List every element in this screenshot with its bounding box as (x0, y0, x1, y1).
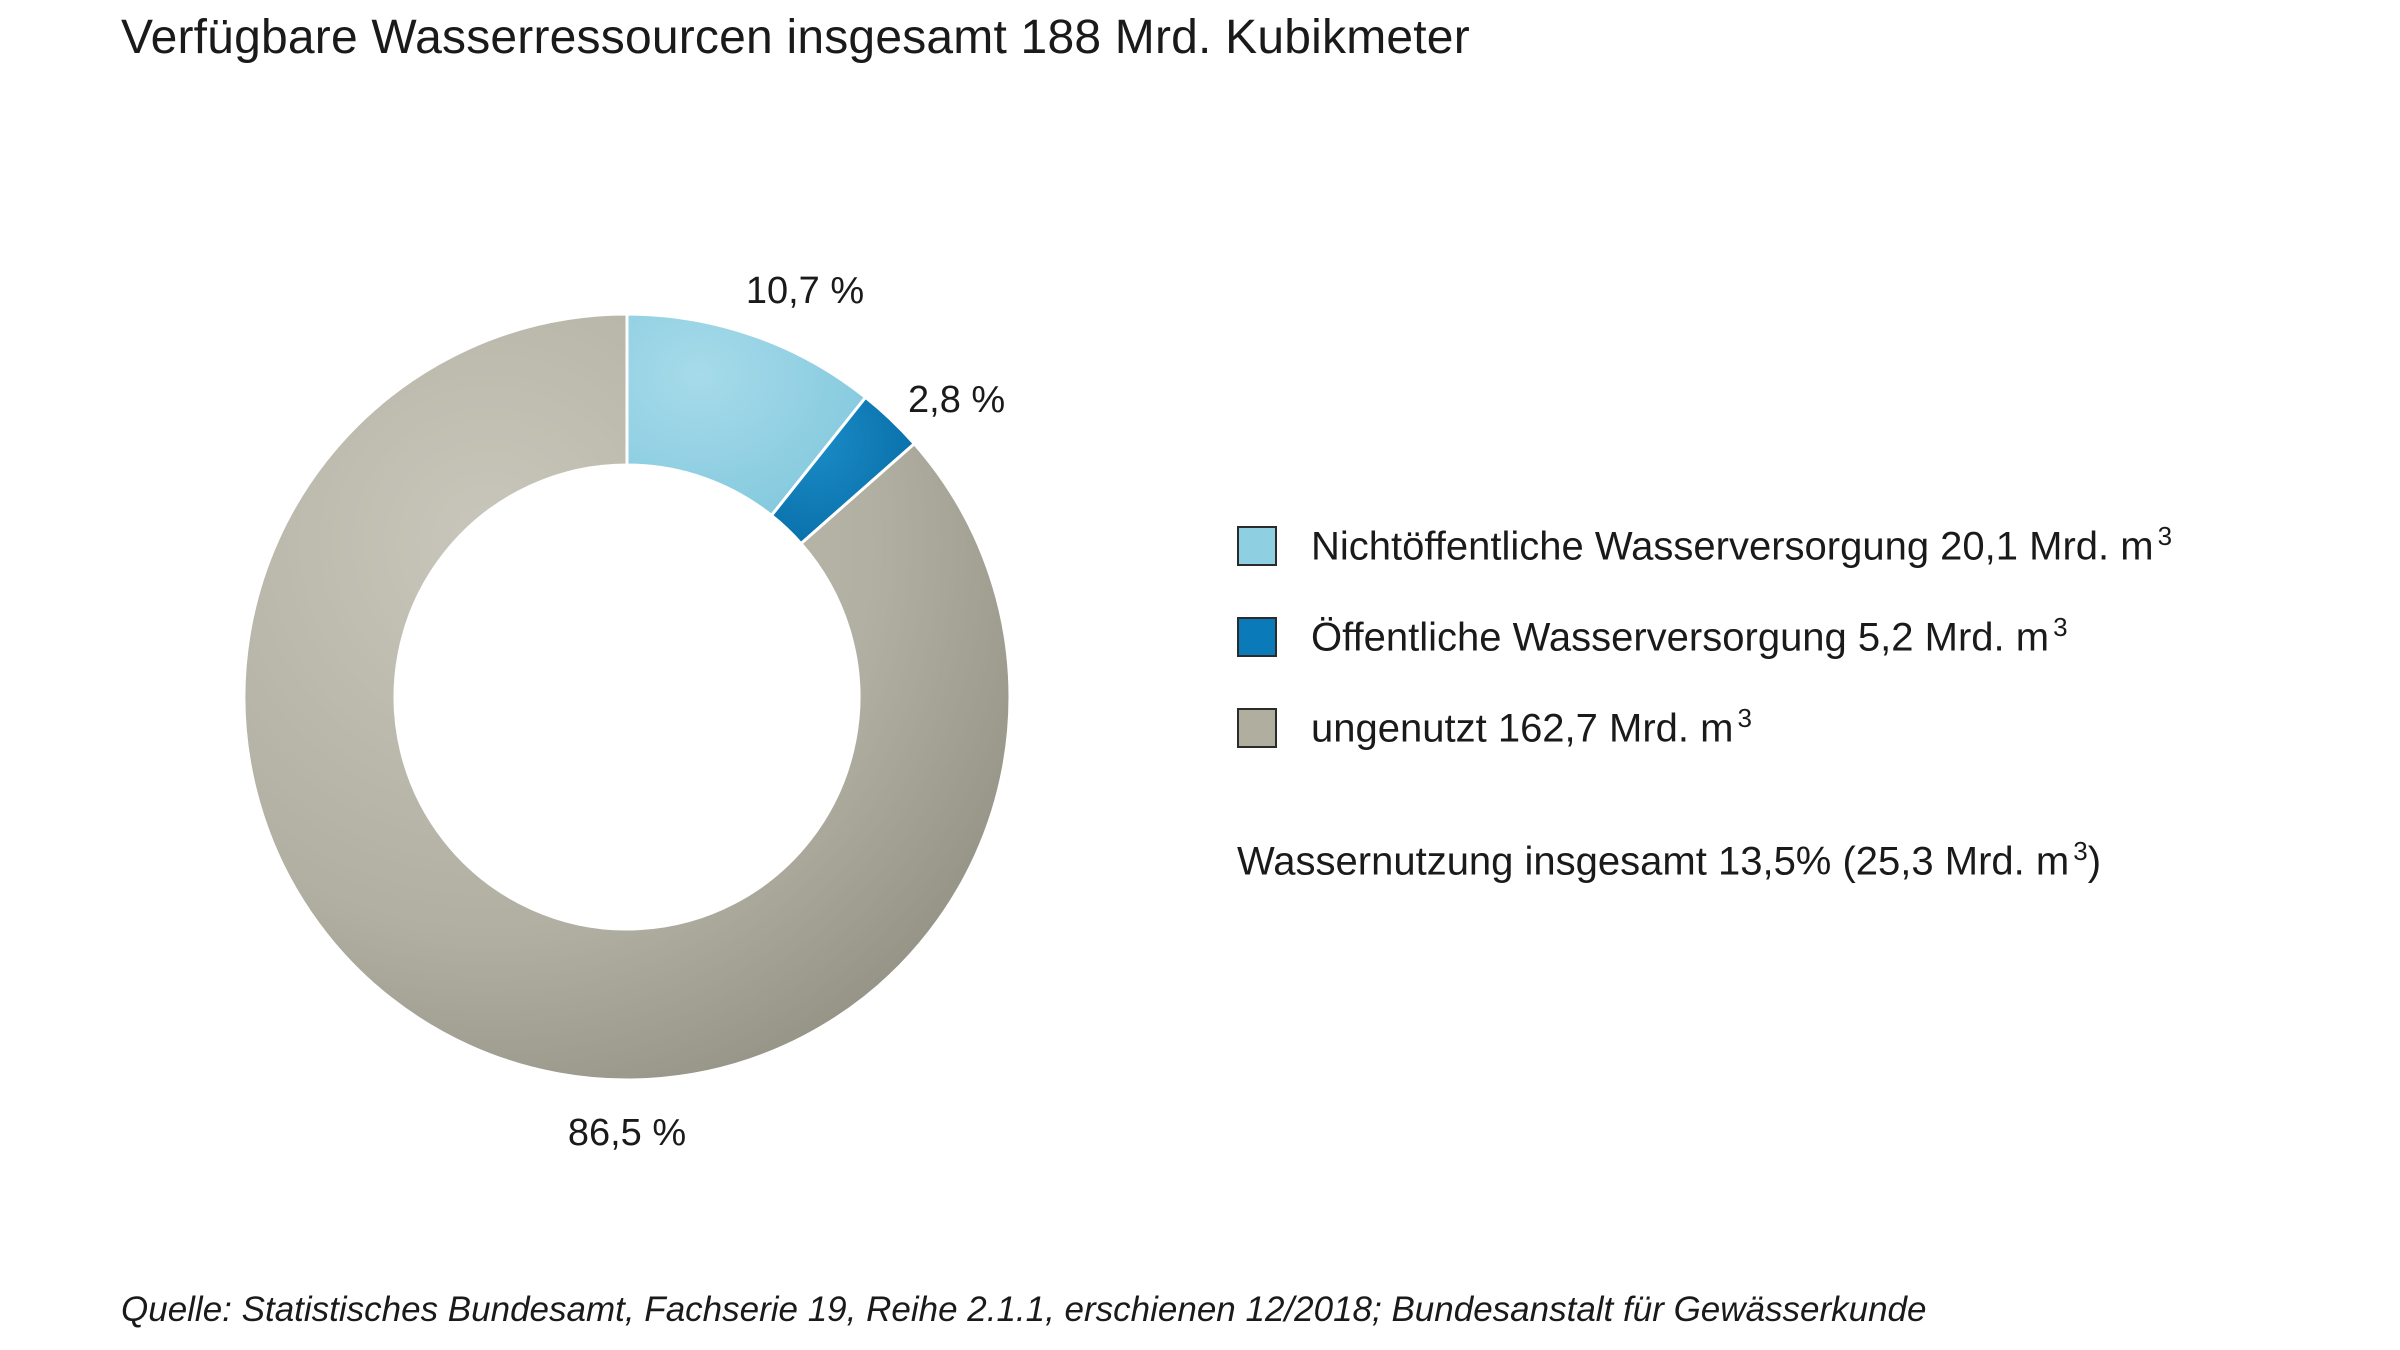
total-usage-note: Wassernutzung insgesamt 13,5% (25,3 Mrd.… (1237, 836, 2101, 884)
legend-item-nichtoeffentlich: Nichtöffentliche Wasserversorgung 20,1 M… (1237, 500, 2172, 591)
total-usage-superscript: 3 (2073, 836, 2088, 866)
legend-unit-superscript: 3 (1737, 703, 1752, 734)
donut-slices (242, 312, 1012, 1082)
legend-unit-superscript: 3 (2053, 612, 2068, 643)
legend-label-nichtoeffentlich: Nichtöffentliche Wasserversorgung 20,1 M… (1311, 521, 2172, 569)
slice-label-oeffentlich: 2,8 % (908, 379, 1005, 421)
legend-label-text: Nichtöffentliche Wasserversorgung 20,1 M… (1311, 524, 2154, 569)
legend-label-text: ungenutzt 162,7 Mrd. m (1311, 706, 1734, 751)
legend-swatch-ungenutzt (1237, 707, 1277, 748)
source-note: Quelle: Statistisches Bundesamt, Fachser… (121, 1290, 1927, 1329)
total-usage-closing: ) (2087, 839, 2102, 884)
legend-label-text: Öffentliche Wasserversorgung 5,2 Mrd. m (1311, 615, 2050, 660)
total-usage-text: Wassernutzung insgesamt 13,5% (25,3 Mrd.… (1237, 839, 2070, 884)
donut-slice-labels: 10,7 % 2,8 % 86,5 % (568, 270, 1005, 1154)
chart-title: Verfügbare Wasserressourcen insgesamt 18… (121, 11, 1470, 64)
legend-swatch-nichtoeffentlich (1237, 525, 1277, 566)
legend-unit-superscript: 3 (2157, 521, 2173, 552)
slice-label-ungenutzt: 86,5 % (568, 1112, 686, 1154)
donut-slice-ungenutzt (242, 312, 1012, 1082)
legend: Nichtöffentliche Wasserversorgung 20,1 M… (1237, 500, 2172, 773)
legend-swatch-oeffentlich (1237, 616, 1277, 657)
slice-label-nichtoeffentlich: 10,7 % (746, 270, 864, 312)
